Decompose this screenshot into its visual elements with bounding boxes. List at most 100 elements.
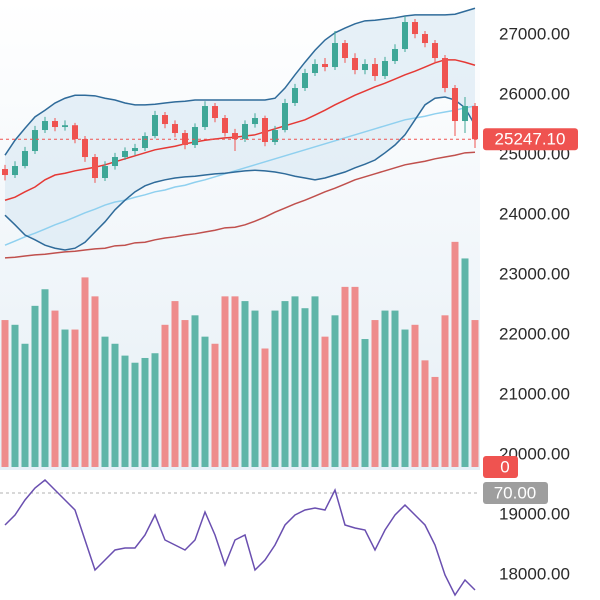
band-upper xyxy=(4,7,476,156)
volume-bar xyxy=(351,286,359,467)
candle-body xyxy=(152,115,158,137)
volume-bar xyxy=(271,310,279,467)
candle-body xyxy=(122,151,128,158)
last-price-label: 25247.10 xyxy=(495,130,566,149)
candle-body xyxy=(2,169,8,176)
volume-tick-box xyxy=(483,456,518,478)
volume-bar xyxy=(21,343,29,467)
candle-body xyxy=(72,125,78,140)
candle-body xyxy=(332,43,338,68)
y-tick-label: 26000.00 xyxy=(499,85,570,104)
candle-body xyxy=(42,121,48,131)
volume-bar xyxy=(341,286,349,467)
candle-body xyxy=(302,73,308,89)
candle-body xyxy=(192,127,198,146)
volume-bar xyxy=(141,357,149,467)
candle-body xyxy=(372,64,378,77)
volume-bar xyxy=(441,315,449,467)
candle-body xyxy=(392,49,398,62)
candle-body xyxy=(382,61,388,77)
volume-bar xyxy=(121,355,129,467)
candle-body xyxy=(412,22,418,35)
candle-body xyxy=(262,118,268,143)
volume-bar xyxy=(221,296,229,467)
candle-body xyxy=(292,88,298,104)
y-tick-label: 19000.00 xyxy=(499,505,570,524)
volume-bar xyxy=(231,296,239,467)
volume-bar xyxy=(301,308,309,467)
y-tick-label: 18000.00 xyxy=(499,565,570,584)
candle-body xyxy=(112,157,118,167)
candle-body xyxy=(212,106,218,119)
candle-body xyxy=(342,43,348,59)
volume-bar xyxy=(431,376,439,467)
volume-bar xyxy=(11,324,19,467)
candle-body xyxy=(142,136,148,149)
candle-body xyxy=(232,133,238,140)
volume-bar xyxy=(321,336,329,467)
rsi-level-box xyxy=(483,482,548,504)
y-tick-label: 22000.00 xyxy=(499,325,570,344)
candle-body xyxy=(52,121,58,128)
candle-body xyxy=(82,139,88,158)
volume-bar xyxy=(161,324,169,467)
volume-bar xyxy=(151,353,159,467)
candle-body xyxy=(102,166,108,179)
volume-bar xyxy=(111,343,119,467)
moving-average-line xyxy=(4,151,476,259)
volume-bar xyxy=(101,336,109,467)
volume-bar xyxy=(41,289,49,467)
volume-bar xyxy=(311,296,319,467)
volume-bar xyxy=(461,258,469,467)
candle-body xyxy=(322,64,328,68)
candle-body xyxy=(272,130,278,143)
candle-body xyxy=(282,103,288,131)
candle-body xyxy=(352,58,358,71)
candle-body xyxy=(472,106,478,140)
candle-body xyxy=(362,64,368,71)
y-tick-label: 27000.00 xyxy=(499,25,570,44)
candle-body xyxy=(222,118,228,134)
rsi-level-label: 70.00 xyxy=(494,483,537,502)
volume-bar xyxy=(401,329,409,467)
volume-bar xyxy=(191,315,199,467)
candle-body xyxy=(402,22,408,50)
volume-bar xyxy=(1,320,9,467)
moving-average-line xyxy=(4,105,476,246)
last-price-box xyxy=(483,128,578,151)
rsi-line xyxy=(4,478,476,597)
candle-body xyxy=(422,34,428,44)
candle-body xyxy=(252,118,258,125)
candle-body xyxy=(312,64,318,74)
band-lower xyxy=(4,96,476,251)
candle-body xyxy=(182,133,188,146)
volume-bar xyxy=(181,320,189,467)
volume-bar xyxy=(421,360,429,467)
candle-body xyxy=(132,148,138,152)
candle-body xyxy=(162,115,168,125)
volume-bar xyxy=(331,315,339,467)
candle-body xyxy=(202,106,208,128)
y-tick-label: 24000.00 xyxy=(499,205,570,224)
candle-body xyxy=(92,157,98,179)
volume-bar xyxy=(71,329,79,467)
candle-body xyxy=(442,58,448,89)
volume-bar xyxy=(81,277,89,467)
y-tick-label: 21000.00 xyxy=(499,385,570,404)
volume-bar xyxy=(51,310,59,467)
candle-body xyxy=(62,125,68,128)
volume-bar xyxy=(211,343,219,467)
y-tick-label: 23000.00 xyxy=(499,265,570,284)
volume-bar xyxy=(61,329,69,467)
volume-bar xyxy=(251,310,259,467)
candle-body xyxy=(462,106,468,122)
volume-bar xyxy=(391,310,399,467)
volume-bar xyxy=(171,301,179,467)
candle-body xyxy=(12,166,18,176)
volume-bar xyxy=(291,296,299,467)
volume-bar xyxy=(91,296,99,467)
volume-bar xyxy=(281,301,289,467)
volume-bar xyxy=(261,348,269,467)
